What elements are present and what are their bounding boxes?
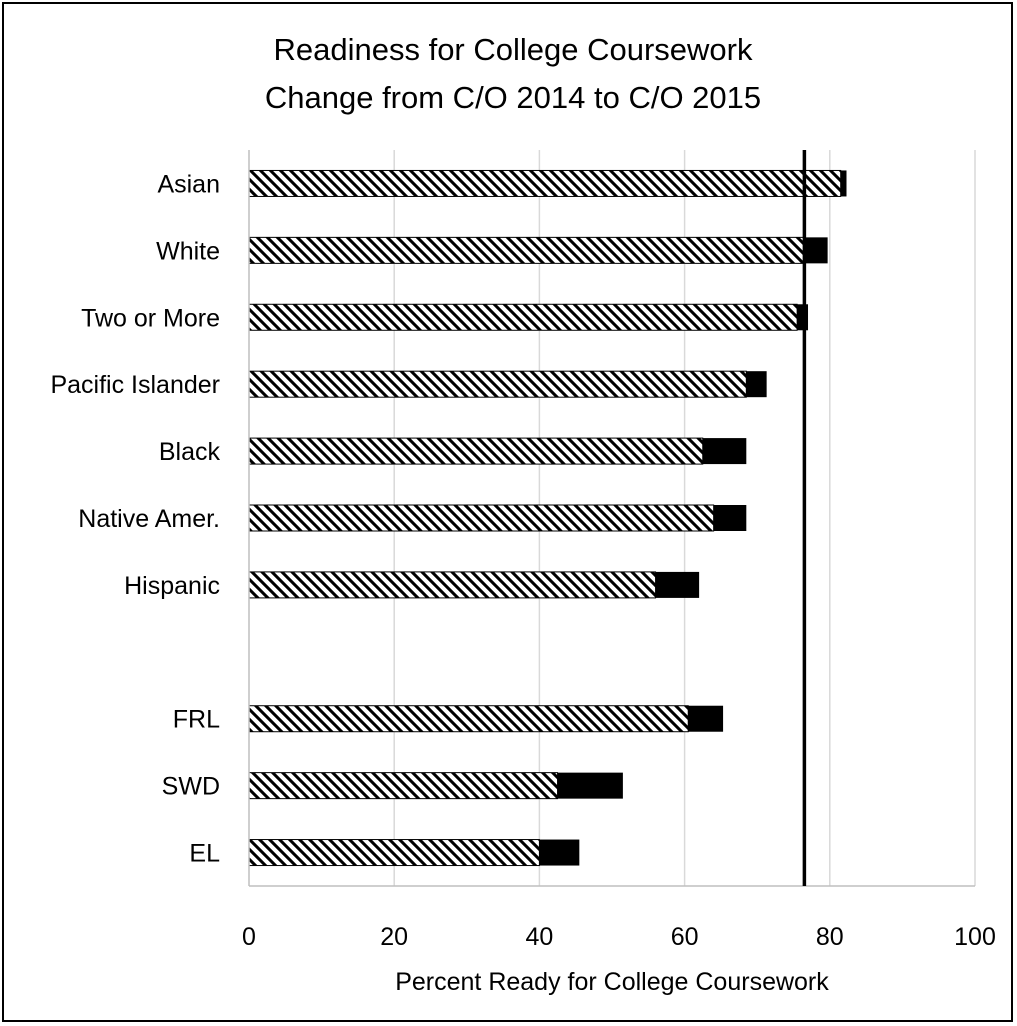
bar-change-5 [713, 505, 747, 531]
bar-2014-5 [248, 504, 715, 532]
bar-2014-8 [248, 705, 689, 733]
bar-change-8 [688, 705, 724, 732]
bar-change-6 [655, 571, 700, 598]
category-label-5: Native Amer. [78, 505, 220, 533]
category-label-4: Black [159, 438, 221, 466]
chart-title-line-2: Change from C/O 2014 to C/O 2015 [265, 80, 761, 115]
x-tick-label-40: 40 [525, 923, 553, 951]
x-tick-label-0: 0 [242, 923, 256, 951]
category-label-8: FRL [173, 706, 220, 734]
bar-change-10 [539, 839, 580, 866]
bar-change-9 [557, 772, 623, 799]
category-label-9: SWD [162, 773, 220, 801]
x-axis-title: Percent Ready for College Coursework [395, 968, 829, 996]
category-label-10: EL [189, 840, 220, 868]
bar-change-4 [702, 438, 747, 465]
category-label-3: Pacific Islander [50, 371, 220, 399]
bar-2014-3 [248, 370, 747, 398]
bar-2014-9 [248, 772, 559, 800]
x-tick-label-80: 80 [816, 923, 844, 951]
bar-2014-10 [248, 839, 540, 867]
bar-change-1 [804, 237, 828, 264]
x-tick-label-100: 100 [954, 923, 996, 951]
bar-change-3 [746, 371, 767, 398]
bars [248, 169, 847, 867]
category-labels: Asian White Two or More Pacific Islander Bla… [50, 170, 220, 867]
bar-change-2 [797, 304, 809, 331]
axes [248, 150, 975, 887]
category-label-1: White [156, 237, 220, 265]
x-tick-label-20: 20 [380, 923, 408, 951]
category-label-6: Hispanic [124, 572, 220, 600]
category-label-0: Asian [157, 170, 220, 198]
bar-change-0 [840, 170, 847, 197]
bar-2014-4 [248, 437, 704, 465]
chart-title-line-1: Readiness for College Coursework [273, 32, 753, 67]
x-tick-label-60: 60 [671, 923, 699, 951]
bar-2014-6 [248, 571, 657, 599]
x-tick-labels: 0 20 40 60 80 100 [242, 923, 996, 951]
bar-2014-1 [248, 236, 805, 264]
category-label-2: Two or More [81, 304, 220, 332]
bar-2014-2 [248, 303, 798, 331]
bar-2014-0 [248, 169, 842, 197]
